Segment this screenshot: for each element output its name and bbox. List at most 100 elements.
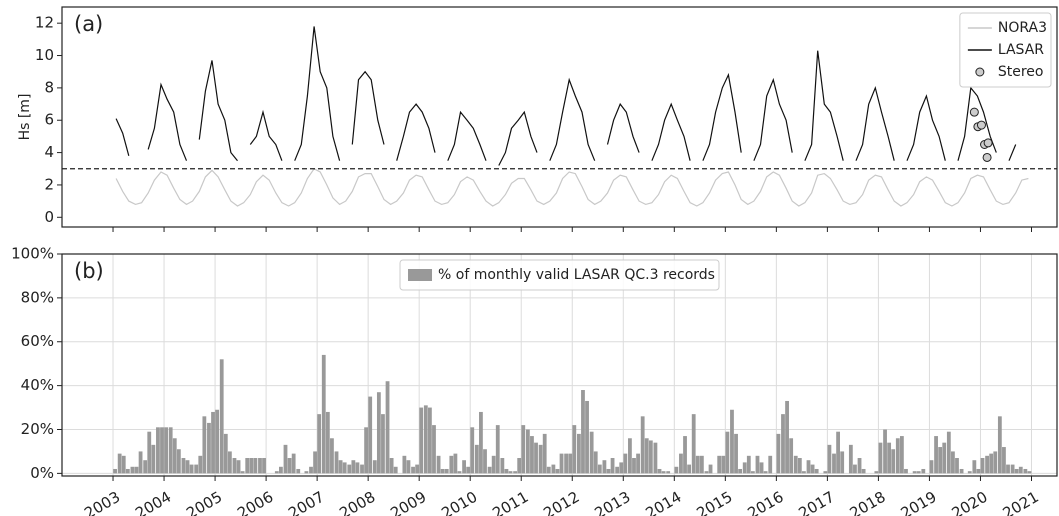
bar [389, 458, 394, 474]
bar [895, 438, 900, 474]
bar [725, 431, 730, 474]
bar [415, 464, 420, 474]
bar [763, 471, 768, 474]
bar [976, 468, 981, 474]
bar [934, 436, 938, 474]
bar [564, 453, 569, 474]
bar [691, 414, 696, 474]
bar [249, 458, 254, 474]
bar [836, 431, 840, 474]
bar [891, 449, 896, 474]
stereo-point [976, 120, 986, 130]
bar [185, 460, 190, 474]
legend-swatch [975, 67, 985, 77]
bar [899, 436, 904, 474]
bar [827, 444, 832, 474]
bar [1010, 464, 1015, 474]
series-line [115, 168, 1029, 207]
y-tick-label: 12 [35, 14, 54, 32]
bar [313, 451, 317, 474]
bar [951, 451, 955, 474]
y-tick-label: 8 [44, 78, 54, 96]
bar [449, 455, 454, 474]
bar [457, 471, 462, 474]
x-tick-label: 2011 [489, 488, 531, 516]
bar [423, 405, 428, 474]
x-tick-label: 2010 [438, 488, 480, 516]
bar [989, 453, 994, 474]
bar [325, 411, 330, 474]
legend-label: LASAR [998, 42, 1044, 58]
bar [287, 458, 292, 474]
bar [674, 466, 679, 474]
bar [568, 453, 573, 474]
bar [912, 471, 917, 474]
bar [572, 425, 577, 474]
bar [500, 458, 505, 474]
bar [470, 427, 475, 474]
legend-box [399, 259, 720, 291]
bar [797, 458, 802, 474]
bar [291, 453, 296, 474]
bar [181, 458, 186, 474]
plot-area [62, 254, 1057, 476]
bar [955, 458, 959, 474]
bar [785, 400, 789, 474]
legend-label: Stereo [998, 64, 1044, 80]
bar [504, 468, 509, 474]
x-tick-label: 2009 [387, 488, 429, 516]
bar [474, 444, 479, 474]
bar [708, 464, 713, 474]
bar [959, 468, 964, 474]
bar [411, 466, 415, 474]
bar [1006, 464, 1010, 474]
bar [916, 471, 921, 474]
bar [980, 458, 985, 474]
bar [759, 462, 764, 474]
bar [160, 427, 164, 474]
bar [176, 449, 181, 474]
bar [508, 471, 513, 474]
bar [683, 436, 687, 474]
bar [444, 468, 449, 474]
bar [946, 431, 951, 474]
plot-frame [61, 6, 1058, 228]
bar [330, 438, 334, 474]
bar [274, 471, 279, 474]
x-tick-label: 2018 [847, 488, 889, 516]
bar [130, 466, 135, 474]
bar [878, 442, 883, 474]
bar [832, 453, 836, 474]
bar [793, 455, 798, 474]
bar [666, 471, 671, 474]
bar [215, 409, 220, 474]
x-tick-label: 2016 [745, 488, 787, 516]
bar [593, 451, 598, 474]
y-tick-label: 0 [44, 208, 54, 226]
x-tick-label: 2013 [591, 488, 633, 516]
bar [883, 429, 887, 474]
stereo-point [983, 138, 993, 148]
bar [189, 464, 194, 474]
bar [253, 458, 258, 474]
bar [581, 390, 585, 474]
legend-label: NORA3 [998, 20, 1047, 36]
stereo-point [969, 107, 979, 117]
bar [823, 471, 828, 474]
bar [258, 458, 262, 474]
bar [679, 453, 683, 474]
x-tick-label: 2021 [1000, 488, 1042, 516]
bar [530, 436, 534, 474]
bar [355, 462, 360, 474]
bar [721, 455, 726, 474]
bar [513, 471, 518, 474]
bar [113, 468, 117, 474]
stereo-point [982, 152, 992, 162]
bar [172, 438, 177, 474]
bar [525, 429, 530, 474]
bar [296, 468, 301, 474]
bar [1002, 447, 1006, 474]
legend-label: % of monthly valid LASAR QC.3 records [438, 267, 715, 283]
bar [223, 433, 228, 474]
y-tick-label: 100% [11, 245, 54, 263]
